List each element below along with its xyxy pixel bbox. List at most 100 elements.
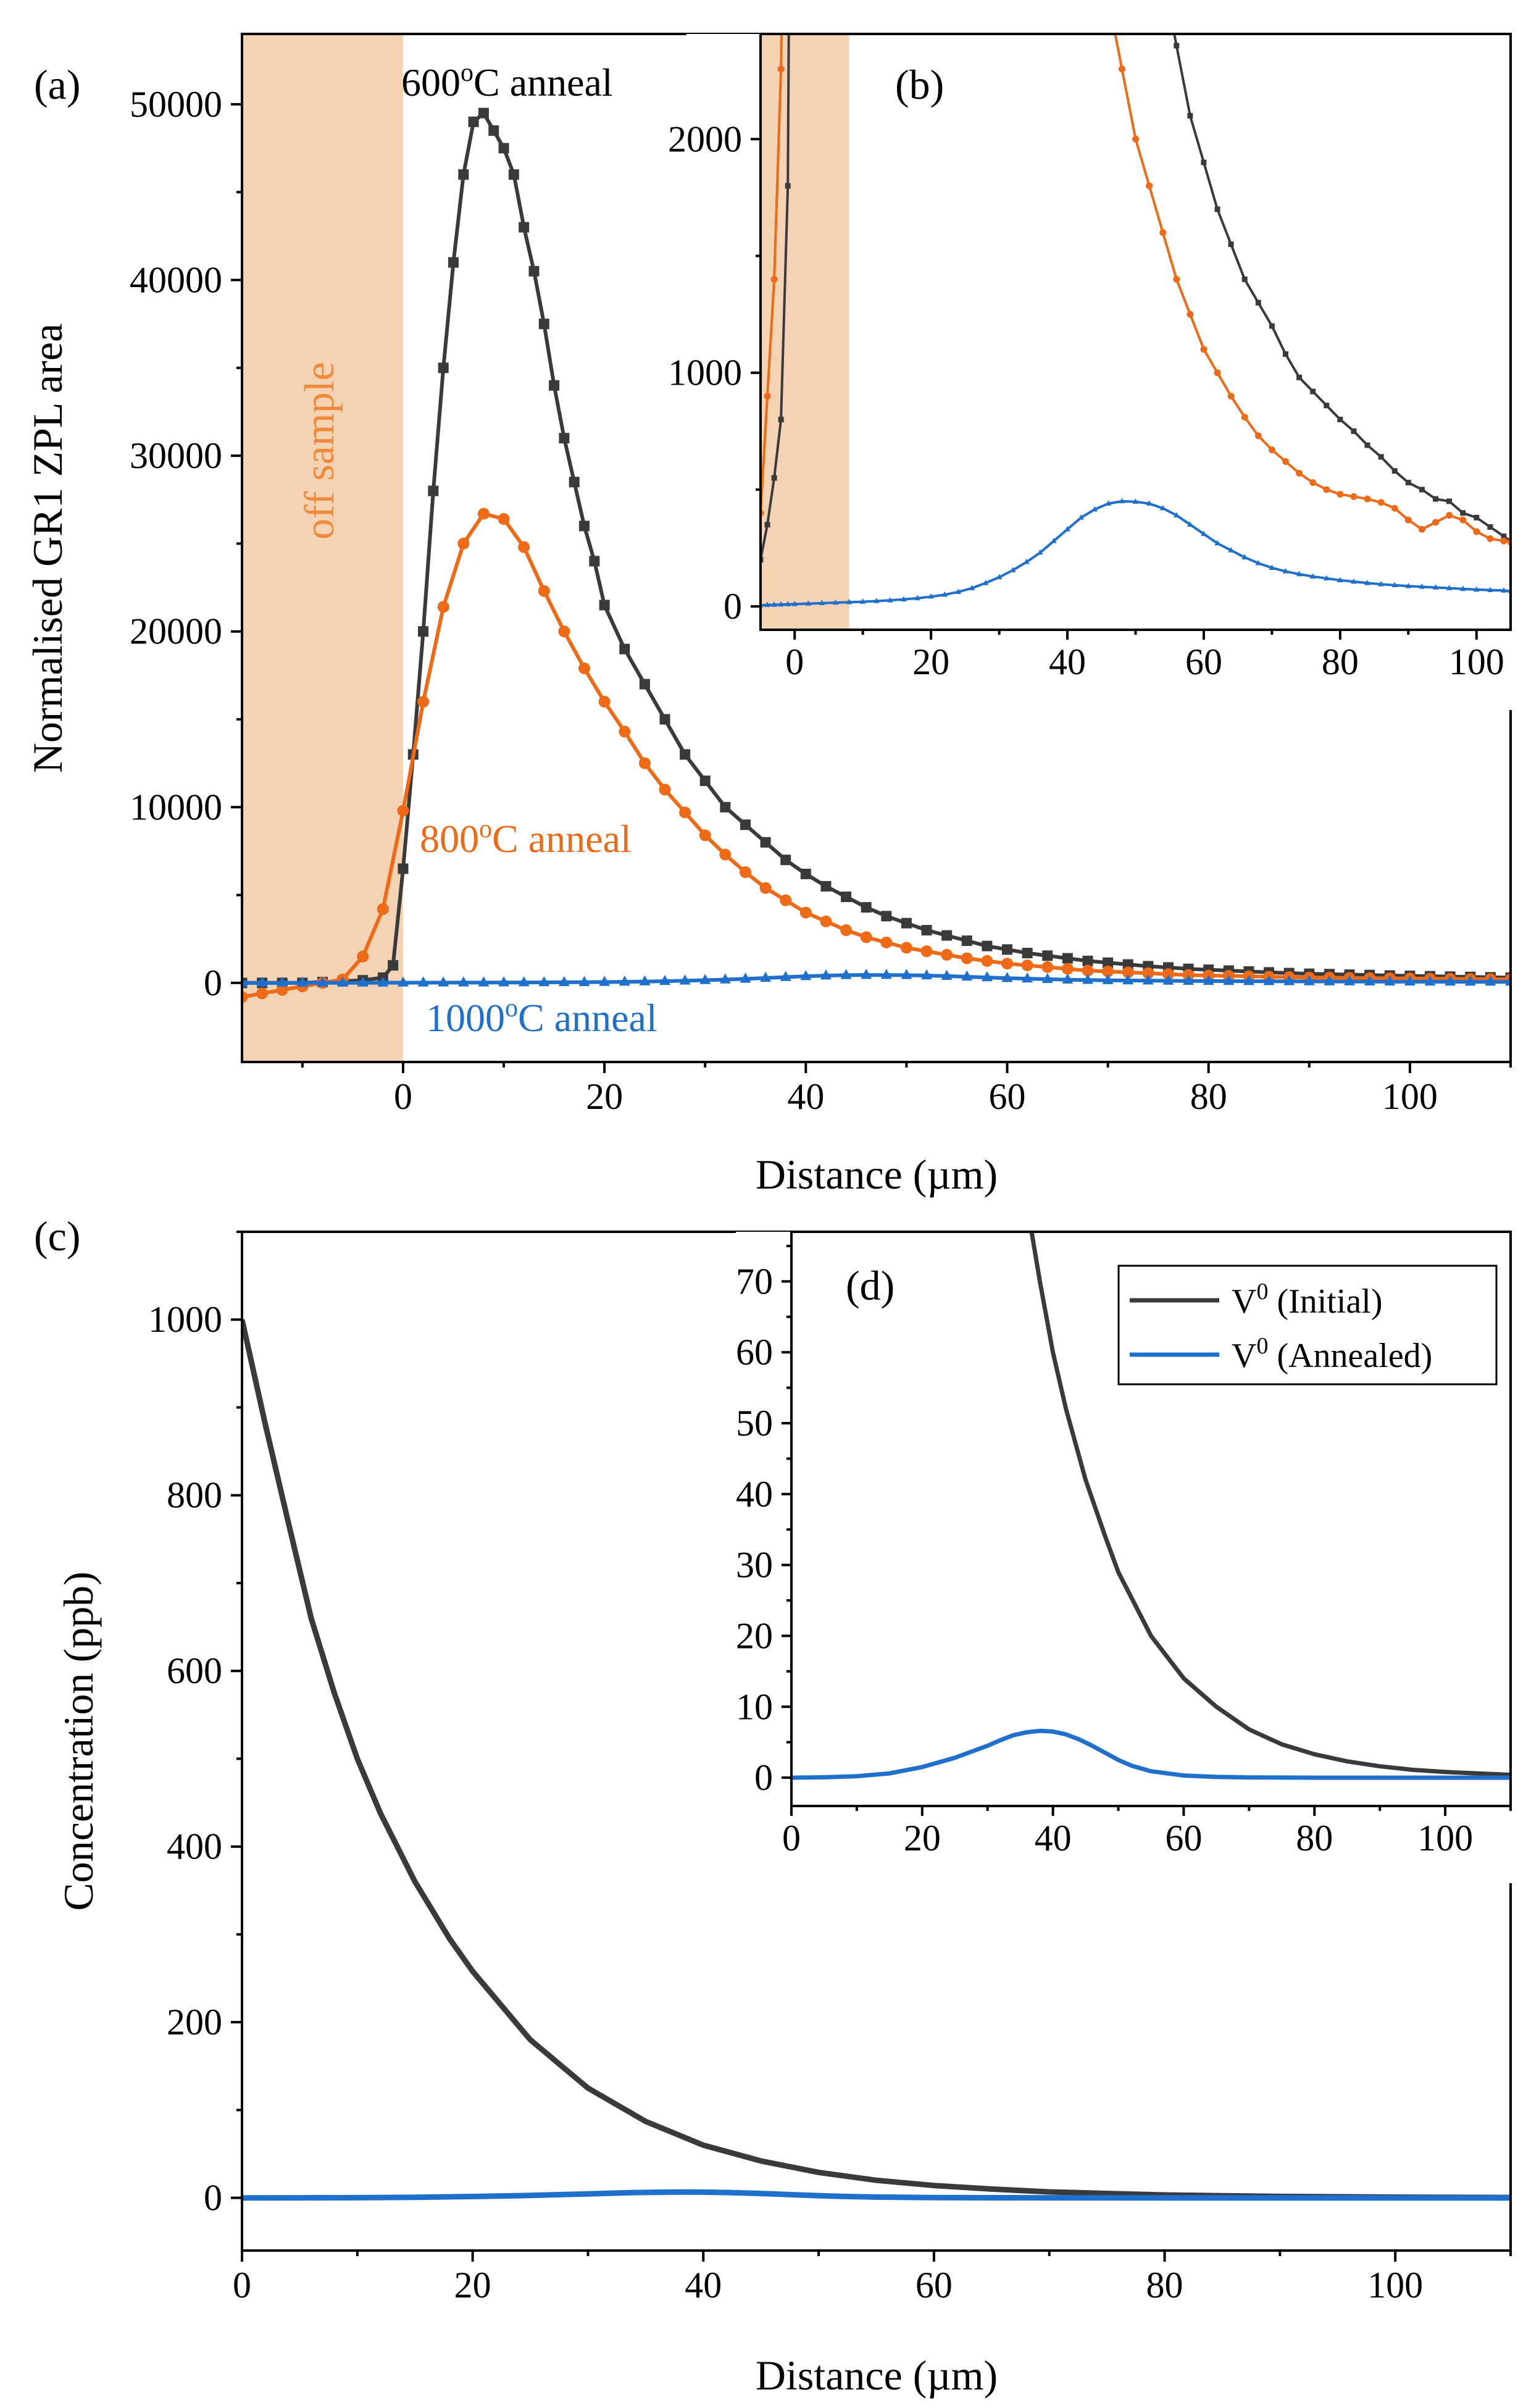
d-panel-label: (d): [846, 1262, 895, 1309]
d-legend-sup: 0: [1256, 1279, 1268, 1305]
b-line-0: [761, 34, 1511, 560]
a-marker-0: [841, 891, 852, 902]
b-marker-2: [914, 595, 920, 601]
a-marker-2: [1303, 975, 1315, 985]
a-marker-2: [740, 972, 751, 983]
a-marker-1: [357, 950, 369, 963]
b-marker-2: [1105, 500, 1112, 506]
b-marker-2: [1487, 587, 1493, 592]
a-marker-2: [518, 976, 530, 987]
a-marker-0: [519, 222, 530, 233]
a-marker-0: [1122, 959, 1133, 970]
b-xtick-label: 100: [1449, 642, 1504, 682]
d-line-1: [791, 1728, 1511, 1780]
a-xtick-label: 0: [394, 1076, 412, 1117]
b-marker-0: [1419, 487, 1425, 493]
a-marker-2: [659, 974, 670, 985]
a-marker-0: [1042, 950, 1053, 961]
a-marker-2: [1384, 975, 1396, 986]
a-panel-label: (a): [34, 61, 80, 108]
a-marker-2: [1102, 974, 1114, 984]
c-x-axis-title: Distance (µm): [756, 2352, 998, 2399]
offsample-label: off sample: [296, 362, 343, 540]
c-xtick-label: 0: [233, 2265, 251, 2306]
a-label-600-rest: C anneal: [473, 61, 613, 104]
b-xtick-label: 40: [1049, 642, 1086, 682]
b-panel-label: (b): [895, 61, 944, 108]
b-marker-1: [770, 275, 778, 283]
a-marker-0: [569, 477, 580, 488]
b-marker-2: [982, 579, 989, 585]
a-marker-0: [881, 911, 892, 922]
a-marker-0: [1022, 948, 1033, 959]
b-marker-2: [969, 585, 975, 590]
a-marker-1: [1021, 959, 1033, 971]
a-marker-1: [799, 906, 812, 919]
a-marker-0: [639, 679, 650, 690]
b-marker-0: [1433, 496, 1438, 502]
a-marker-1: [880, 936, 893, 948]
b-marker-2: [1364, 579, 1370, 585]
c-ytick-label: 200: [167, 2002, 222, 2042]
b-marker-2: [1214, 540, 1220, 546]
a-marker-1: [598, 696, 611, 708]
a-marker-2: [840, 969, 852, 979]
a-marker-0: [619, 643, 630, 654]
b-marker-1: [1377, 499, 1385, 506]
b-marker-1: [1200, 346, 1207, 353]
a-marker-0: [589, 556, 600, 567]
b-marker-1: [1268, 446, 1275, 454]
a-ytick-label: 50000: [130, 84, 222, 125]
b-marker-0: [1255, 299, 1261, 306]
b-marker-2: [859, 598, 866, 604]
d-legend-base: V: [1232, 1282, 1256, 1321]
c-xtick-label: 60: [915, 2265, 953, 2306]
a-marker-2: [639, 975, 651, 985]
offsample-region-a: [242, 34, 403, 1062]
b-marker-1: [777, 65, 785, 73]
a-xtick-label: 60: [989, 1076, 1026, 1117]
a-marker-1: [679, 806, 691, 819]
a-marker-0: [468, 116, 479, 127]
c-xtick-label: 20: [454, 2265, 491, 2306]
b-marker-2: [1132, 498, 1139, 504]
a-marker-0: [760, 837, 771, 848]
b-marker-1: [764, 393, 771, 400]
b-xtick-label: 60: [1185, 642, 1222, 682]
a-label-800-sup: o: [479, 815, 492, 843]
b-marker-2: [1337, 577, 1343, 583]
c-ytick-label: 1000: [148, 1299, 222, 1340]
a-marker-0: [388, 959, 399, 971]
b-marker-0: [1201, 159, 1207, 165]
a-marker-2: [880, 969, 892, 979]
a-marker-0: [780, 855, 791, 866]
a-marker-1: [820, 915, 832, 927]
b-marker-1: [1214, 369, 1221, 377]
a-marker-1: [920, 945, 933, 958]
a-marker-2: [679, 974, 691, 985]
b-marker-0: [1241, 276, 1248, 282]
b-marker-1: [1173, 275, 1180, 283]
b-marker-0: [1214, 206, 1220, 212]
a-marker-1: [417, 696, 430, 708]
b-marker-1: [1432, 519, 1439, 526]
b-marker-1: [1391, 504, 1398, 512]
d-line-0: [1029, 1232, 1511, 1777]
a-marker-0: [448, 257, 459, 268]
a-label-1000-sup: o: [505, 994, 518, 1022]
a-marker-2: [961, 970, 973, 981]
a-marker-2: [619, 976, 630, 986]
b-marker-2: [928, 593, 934, 599]
a-x-axis-title: Distance (µm): [756, 1151, 998, 1198]
a-marker-0: [861, 902, 872, 913]
b-marker-2: [1296, 571, 1303, 577]
b-marker-1: [1500, 537, 1508, 545]
b-marker-2: [1309, 573, 1316, 579]
b-marker-1: [1446, 512, 1453, 519]
b-marker-2: [1324, 575, 1330, 581]
a-marker-2: [296, 976, 308, 987]
a-label-1000-base: 1000: [426, 996, 505, 1040]
b-marker-2: [1446, 585, 1453, 590]
b-marker-2: [1091, 506, 1098, 512]
b-marker-2: [819, 600, 825, 606]
